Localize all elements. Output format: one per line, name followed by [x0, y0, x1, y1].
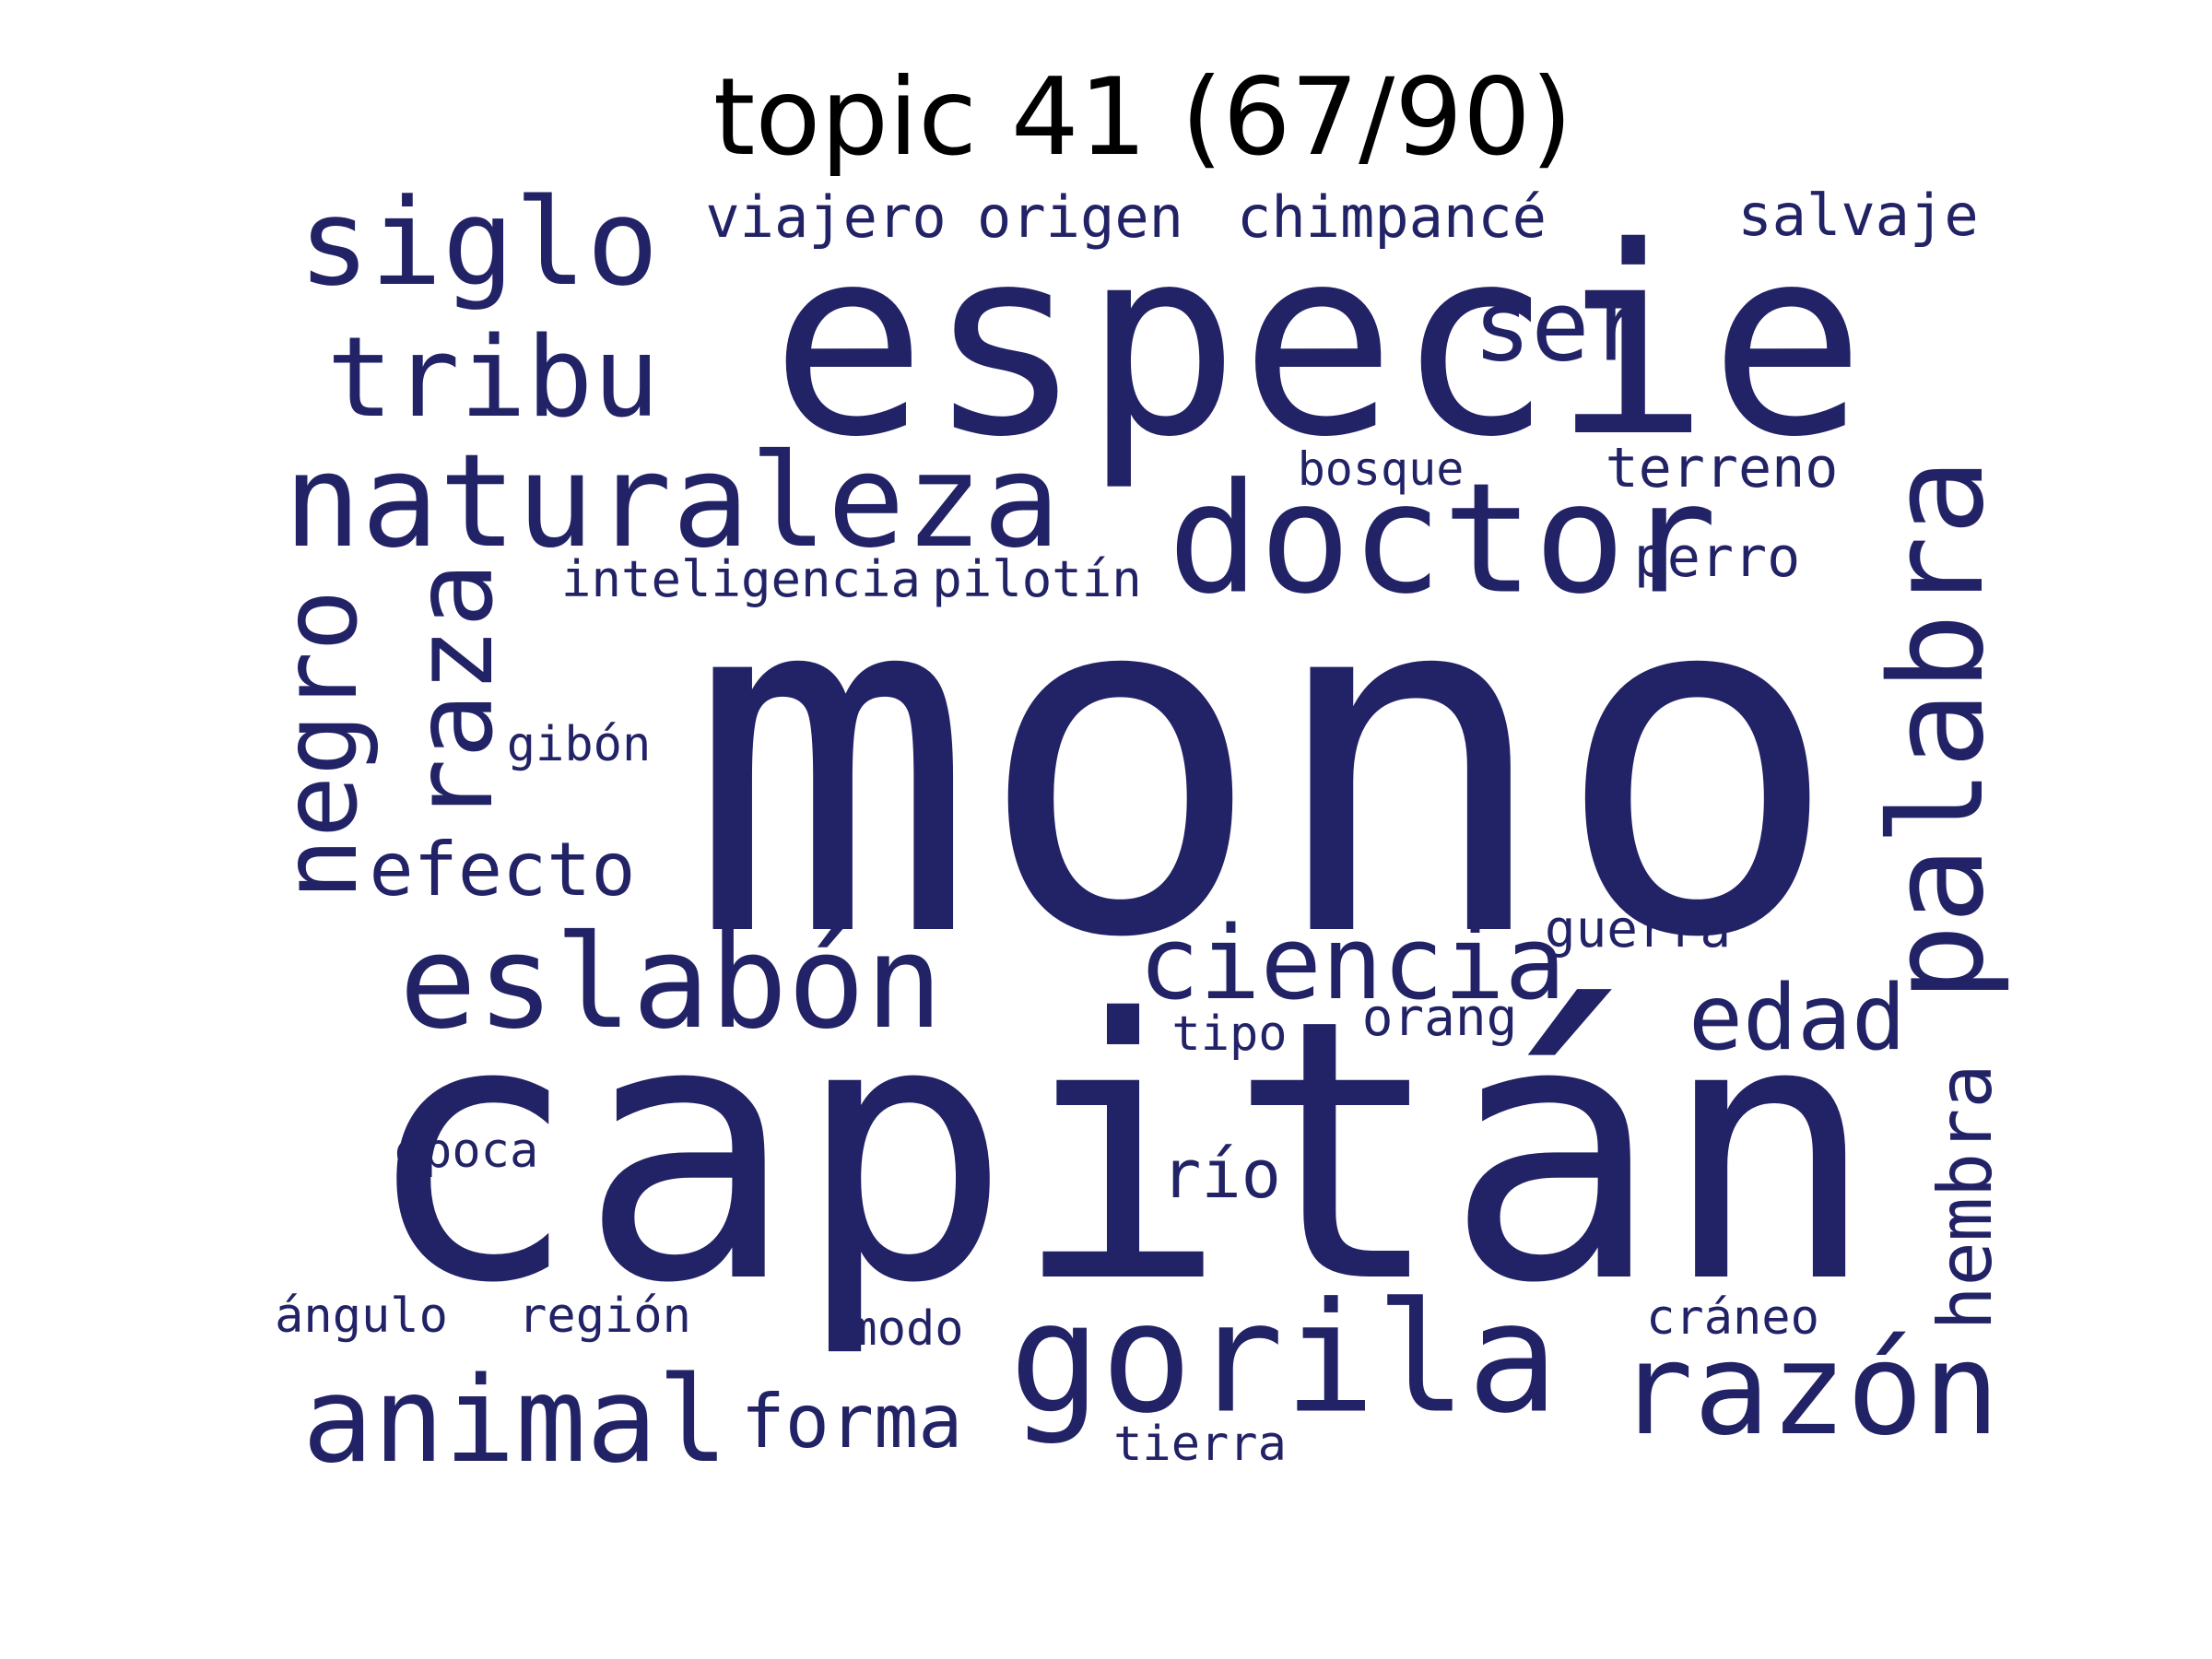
word-edad: edad: [1688, 966, 1907, 1071]
word-origen: origen: [977, 183, 1183, 251]
word-doctor: doctor: [1167, 450, 1718, 628]
word-region: región: [518, 1288, 691, 1344]
word-palabra: palabra: [1863, 457, 2013, 1003]
word-angulo: ángulo: [275, 1288, 448, 1344]
word-orang: orang: [1361, 988, 1518, 1048]
word-razon: razón: [1617, 1315, 2000, 1464]
word-viajero: viajero: [705, 183, 947, 251]
word-animal: animal: [301, 1352, 729, 1489]
word-siglo: siglo: [298, 172, 659, 312]
word-ciencia: ciencia: [1138, 904, 1566, 1022]
word-bosque: bosque: [1297, 442, 1465, 496]
word-craneo: cráneo: [1646, 1290, 1819, 1346]
word-rio: río: [1160, 1135, 1282, 1213]
word-guerra: guerra: [1544, 900, 1732, 959]
word-eslabon: eslabón: [398, 908, 944, 1058]
word-especie: especie: [770, 191, 1866, 494]
word-forma: forma: [740, 1379, 963, 1465]
word-raza: raza: [390, 561, 517, 825]
word-terreno: terreno: [1605, 436, 1839, 500]
word-tipo: tipo: [1171, 1006, 1288, 1062]
word-efecto: efecto: [369, 827, 636, 912]
word-negro: negro: [261, 589, 381, 900]
word-gorila: gorila: [1008, 1269, 1559, 1447]
word-tierra: tierra: [1113, 1417, 1287, 1472]
word-naturaleza: naturaleza: [283, 427, 1061, 577]
word-pilotin: pilotín: [932, 550, 1142, 608]
word-chimpance: chimpancé: [1237, 183, 1547, 251]
word-inteligencia: inteligencia: [560, 550, 922, 608]
word-mono: mono: [687, 484, 1842, 1042]
word-gibon: gibón: [506, 717, 652, 772]
chart-title: topic 41 (67/90): [712, 55, 1573, 180]
word-modo: modo: [848, 1301, 964, 1357]
word-capitan: capitán: [362, 943, 1877, 1361]
word-tribu: tribu: [326, 314, 660, 442]
word-hembra: hembra: [1923, 1064, 2008, 1331]
word-ser: ser: [1473, 270, 1648, 383]
word-epoca: época: [394, 1124, 539, 1179]
word-salvaje: salvaje: [1737, 182, 1979, 249]
word-perro: perro: [1633, 525, 1801, 590]
